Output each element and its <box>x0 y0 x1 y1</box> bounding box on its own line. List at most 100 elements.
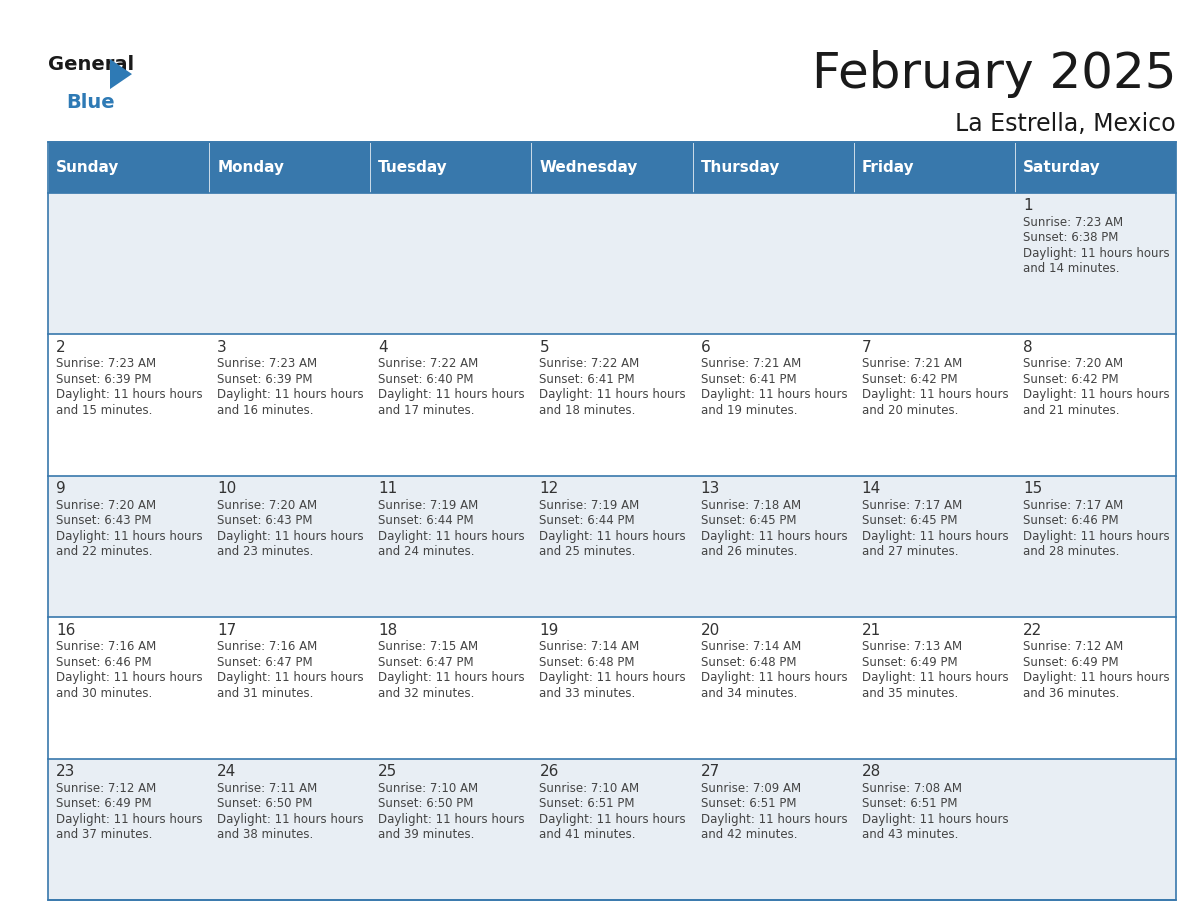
Text: and 19 minutes.: and 19 minutes. <box>701 404 797 417</box>
Bar <box>1015 193 1176 334</box>
Bar <box>693 334 854 476</box>
Text: 27: 27 <box>701 764 720 779</box>
Text: Blue: Blue <box>67 93 114 112</box>
Text: General: General <box>48 55 134 74</box>
Text: 6: 6 <box>701 340 710 354</box>
Text: Sunset: 6:41 PM: Sunset: 6:41 PM <box>701 373 796 386</box>
Text: Sunset: 6:49 PM: Sunset: 6:49 PM <box>1023 655 1119 668</box>
Text: Daylight: 11 hours hours: Daylight: 11 hours hours <box>217 812 364 825</box>
Text: Sunset: 6:43 PM: Sunset: 6:43 PM <box>56 514 152 527</box>
Text: 19: 19 <box>539 622 558 638</box>
Text: Sunset: 6:44 PM: Sunset: 6:44 PM <box>539 514 636 527</box>
Text: Sunset: 6:51 PM: Sunset: 6:51 PM <box>539 797 634 810</box>
Text: and 33 minutes.: and 33 minutes. <box>539 687 636 700</box>
Bar <box>854 476 1015 617</box>
Text: Sunrise: 7:10 AM: Sunrise: 7:10 AM <box>539 781 639 795</box>
Text: 10: 10 <box>217 481 236 496</box>
Text: Daylight: 11 hours hours: Daylight: 11 hours hours <box>861 388 1009 401</box>
Text: Sunset: 6:48 PM: Sunset: 6:48 PM <box>701 655 796 668</box>
Text: and 23 minutes.: and 23 minutes. <box>217 545 314 558</box>
Bar <box>48 758 209 900</box>
Text: and 15 minutes.: and 15 minutes. <box>56 404 152 417</box>
Text: Sunrise: 7:08 AM: Sunrise: 7:08 AM <box>861 781 962 795</box>
Text: La Estrella, Mexico: La Estrella, Mexico <box>955 112 1176 136</box>
Text: 14: 14 <box>861 481 881 496</box>
Text: Sunrise: 7:20 AM: Sunrise: 7:20 AM <box>56 498 156 511</box>
Text: Daylight: 11 hours hours: Daylight: 11 hours hours <box>1023 671 1169 684</box>
Text: Sunrise: 7:20 AM: Sunrise: 7:20 AM <box>217 498 317 511</box>
Polygon shape <box>110 59 132 89</box>
Bar <box>531 193 693 334</box>
Text: Sunrise: 7:11 AM: Sunrise: 7:11 AM <box>217 781 317 795</box>
Text: and 38 minutes.: and 38 minutes. <box>217 828 314 841</box>
Text: Sunrise: 7:18 AM: Sunrise: 7:18 AM <box>701 498 801 511</box>
Bar <box>531 758 693 900</box>
Text: Sunrise: 7:23 AM: Sunrise: 7:23 AM <box>1023 216 1123 229</box>
Text: Daylight: 11 hours hours: Daylight: 11 hours hours <box>1023 530 1169 543</box>
Bar <box>531 142 693 193</box>
Text: Sunset: 6:45 PM: Sunset: 6:45 PM <box>861 514 958 527</box>
Bar <box>209 193 371 334</box>
Bar <box>209 334 371 476</box>
Text: Sunrise: 7:23 AM: Sunrise: 7:23 AM <box>217 357 317 370</box>
Text: Sunset: 6:49 PM: Sunset: 6:49 PM <box>56 797 152 810</box>
Text: 13: 13 <box>701 481 720 496</box>
Text: Sunset: 6:47 PM: Sunset: 6:47 PM <box>378 655 474 668</box>
Text: 7: 7 <box>861 340 871 354</box>
Text: 20: 20 <box>701 622 720 638</box>
Text: 26: 26 <box>539 764 558 779</box>
Bar <box>531 334 693 476</box>
Text: 17: 17 <box>217 622 236 638</box>
Text: Daylight: 11 hours hours: Daylight: 11 hours hours <box>378 530 525 543</box>
Text: Sunrise: 7:09 AM: Sunrise: 7:09 AM <box>701 781 801 795</box>
Text: Sunset: 6:51 PM: Sunset: 6:51 PM <box>701 797 796 810</box>
Bar <box>48 617 209 758</box>
Text: and 34 minutes.: and 34 minutes. <box>701 687 797 700</box>
Text: 18: 18 <box>378 622 398 638</box>
Bar <box>854 142 1015 193</box>
Text: and 18 minutes.: and 18 minutes. <box>539 404 636 417</box>
Text: Saturday: Saturday <box>1023 160 1100 175</box>
Bar <box>1015 476 1176 617</box>
Text: Daylight: 11 hours hours: Daylight: 11 hours hours <box>539 671 687 684</box>
Text: Sunset: 6:46 PM: Sunset: 6:46 PM <box>1023 514 1119 527</box>
Text: and 32 minutes.: and 32 minutes. <box>378 687 475 700</box>
Bar <box>854 334 1015 476</box>
Text: 16: 16 <box>56 622 75 638</box>
Text: and 26 minutes.: and 26 minutes. <box>701 545 797 558</box>
Text: Daylight: 11 hours hours: Daylight: 11 hours hours <box>378 812 525 825</box>
Bar <box>371 476 531 617</box>
Bar <box>1015 142 1176 193</box>
Bar <box>371 617 531 758</box>
Text: Daylight: 11 hours hours: Daylight: 11 hours hours <box>861 812 1009 825</box>
Text: 11: 11 <box>378 481 398 496</box>
Text: Sunrise: 7:15 AM: Sunrise: 7:15 AM <box>378 640 479 653</box>
Text: Sunset: 6:45 PM: Sunset: 6:45 PM <box>701 514 796 527</box>
Text: Sunset: 6:38 PM: Sunset: 6:38 PM <box>1023 231 1118 244</box>
Bar <box>693 193 854 334</box>
Bar <box>371 334 531 476</box>
Text: Sunrise: 7:21 AM: Sunrise: 7:21 AM <box>701 357 801 370</box>
Text: Daylight: 11 hours hours: Daylight: 11 hours hours <box>378 671 525 684</box>
Text: Sunset: 6:43 PM: Sunset: 6:43 PM <box>217 514 312 527</box>
Text: 1: 1 <box>1023 198 1032 213</box>
Text: Sunset: 6:40 PM: Sunset: 6:40 PM <box>378 373 474 386</box>
Text: and 39 minutes.: and 39 minutes. <box>378 828 475 841</box>
Bar <box>209 758 371 900</box>
Text: Daylight: 11 hours hours: Daylight: 11 hours hours <box>56 388 203 401</box>
Text: 5: 5 <box>539 340 549 354</box>
Text: Daylight: 11 hours hours: Daylight: 11 hours hours <box>1023 388 1169 401</box>
Text: Wednesday: Wednesday <box>539 160 638 175</box>
Bar <box>209 617 371 758</box>
Text: and 22 minutes.: and 22 minutes. <box>56 545 152 558</box>
Text: and 20 minutes.: and 20 minutes. <box>861 404 959 417</box>
Bar <box>693 617 854 758</box>
Text: Sunrise: 7:13 AM: Sunrise: 7:13 AM <box>861 640 962 653</box>
Text: 24: 24 <box>217 764 236 779</box>
Bar <box>209 476 371 617</box>
Text: and 36 minutes.: and 36 minutes. <box>1023 687 1119 700</box>
Bar <box>209 142 371 193</box>
Text: and 30 minutes.: and 30 minutes. <box>56 687 152 700</box>
Text: Daylight: 11 hours hours: Daylight: 11 hours hours <box>217 388 364 401</box>
Text: and 17 minutes.: and 17 minutes. <box>378 404 475 417</box>
